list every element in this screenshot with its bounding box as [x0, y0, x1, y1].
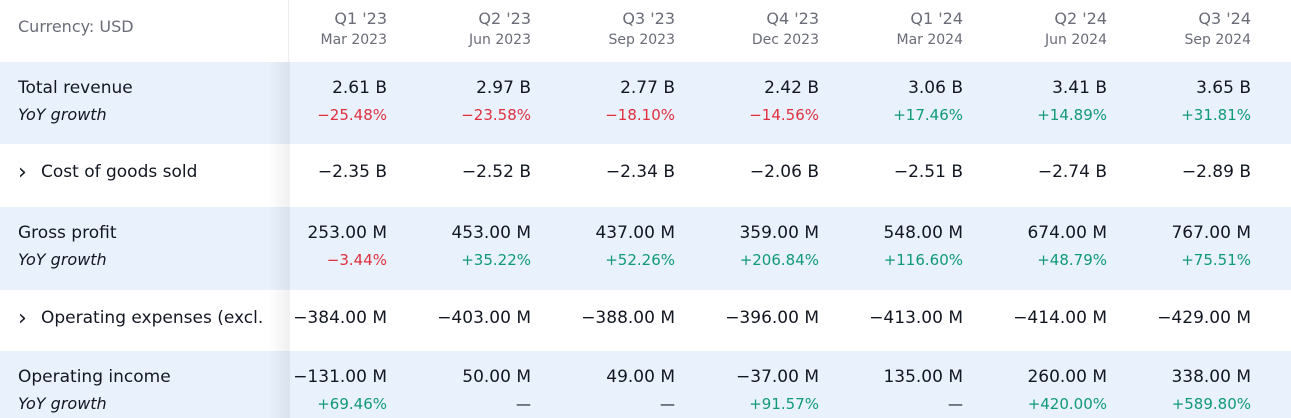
value-cell: 135.00 M: [883, 367, 963, 387]
value-cell: −2.35 B: [317, 162, 387, 182]
value-cell: −388.00 M: [581, 308, 675, 328]
value-cell: 767.00 M: [1171, 223, 1251, 243]
value-cell: −2.34 B: [605, 162, 675, 182]
period-header: Q3 '24 Sep 2024: [1131, 8, 1251, 50]
period-quarter: Q3 '23: [622, 9, 675, 28]
growth-label: YoY growth: [18, 105, 107, 124]
growth-label: YoY growth: [18, 394, 107, 413]
period-date: Mar 2023: [320, 32, 388, 48]
value-cell: 253.00 M: [307, 223, 387, 243]
period-date: Jun 2023: [469, 32, 531, 48]
table-row: Total revenue YoY growth 2.61 B 2.97 B 2.77 …: [0, 62, 1291, 144]
growth-cell: —: [948, 395, 963, 413]
value-cell: 3.06 B: [908, 78, 963, 98]
label-column-shadow: [268, 207, 290, 290]
value-cell: −414.00 M: [1013, 308, 1107, 328]
period-quarter: Q4 '23: [766, 9, 819, 28]
value-cell: −2.52 B: [461, 162, 531, 182]
growth-cell: —: [660, 395, 675, 413]
value-cell: −384.00 M: [293, 308, 387, 328]
value-cell: 3.65 B: [1196, 78, 1251, 98]
value-cell: −2.74 B: [1037, 162, 1107, 182]
value-cell: 260.00 M: [1027, 367, 1107, 387]
growth-cell: —: [516, 395, 531, 413]
period-date: Sep 2024: [1184, 32, 1251, 48]
period-header: Q2 '23 Jun 2023: [411, 8, 531, 50]
growth-cell: +75.51%: [1181, 251, 1251, 269]
period-header: Q1 '24 Mar 2024: [843, 8, 964, 50]
value-cell: 49.00 M: [606, 367, 675, 387]
value-cell: −2.51 B: [893, 162, 963, 182]
period-quarter: Q3 '24: [1198, 9, 1251, 28]
period-quarter: Q1 '24: [910, 9, 963, 28]
period-date: Sep 2023: [608, 32, 675, 48]
value-cell: 437.00 M: [595, 223, 675, 243]
value-cell: 453.00 M: [451, 223, 531, 243]
growth-cell: −3.44%: [326, 251, 387, 269]
value-cell: −429.00 M: [1157, 308, 1251, 328]
period-date: Jun 2024: [1045, 32, 1107, 48]
growth-cell: +206.84%: [739, 251, 819, 269]
growth-cell: +116.60%: [883, 251, 963, 269]
growth-label: YoY growth: [18, 250, 107, 269]
growth-cell: −23.58%: [461, 106, 531, 124]
currency-label: Currency: USD: [18, 17, 134, 36]
label-column-shadow: [268, 62, 290, 144]
period-date: Dec 2023: [751, 32, 819, 48]
chevron-right-icon[interactable]: ›: [18, 160, 27, 185]
growth-cell: +69.46%: [317, 395, 387, 413]
chevron-right-icon[interactable]: ›: [18, 306, 27, 331]
growth-cell: +35.22%: [461, 251, 531, 269]
value-cell: 2.97 B: [476, 78, 531, 98]
growth-cell: +31.81%: [1181, 106, 1251, 124]
period-quarter: Q2 '23: [478, 9, 531, 28]
value-cell: 2.42 B: [764, 78, 819, 98]
table-row: Operating income YoY growth −131.00 M 50.00…: [0, 351, 1291, 418]
row-label: Total revenue: [18, 78, 133, 98]
table-header: Currency: USD Q1 '23 Mar 2023 Q2 '23 Jun 20…: [0, 0, 1291, 62]
value-cell: 2.77 B: [620, 78, 675, 98]
period-quarter: Q2 '24: [1054, 9, 1107, 28]
growth-cell: +589.80%: [1171, 395, 1251, 413]
value-cell: 50.00 M: [462, 367, 531, 387]
table-row[interactable]: › Cost of goods sold −2.35 B −2.52 B −2.34 B…: [0, 144, 1291, 207]
value-cell: −2.06 B: [749, 162, 819, 182]
period-date: Mar 2024: [896, 32, 964, 48]
value-cell: 359.00 M: [739, 223, 819, 243]
value-cell: −37.00 M: [736, 367, 819, 387]
value-cell: −396.00 M: [725, 308, 819, 328]
value-cell: −2.89 B: [1181, 162, 1251, 182]
growth-cell: +91.57%: [749, 395, 819, 413]
growth-cell: −18.10%: [605, 106, 675, 124]
row-label: Operating income: [18, 367, 171, 387]
growth-cell: −25.48%: [317, 106, 387, 124]
value-cell: −413.00 M: [869, 308, 963, 328]
value-cell: 674.00 M: [1027, 223, 1107, 243]
growth-cell: +52.26%: [605, 251, 675, 269]
growth-cell: −14.56%: [749, 106, 819, 124]
value-cell: 548.00 M: [883, 223, 963, 243]
value-cell: 2.61 B: [332, 78, 387, 98]
row-label[interactable]: Operating expenses (excl.: [41, 308, 264, 328]
period-header: Q3 '23 Sep 2023: [555, 8, 675, 50]
growth-cell: +48.79%: [1037, 251, 1107, 269]
growth-cell: +17.46%: [893, 106, 963, 124]
row-label[interactable]: Cost of goods sold: [41, 162, 198, 182]
period-header: Q2 '24 Jun 2024: [987, 8, 1107, 50]
period-header: Q1 '23 Mar 2023: [267, 8, 388, 50]
value-cell: 338.00 M: [1171, 367, 1251, 387]
value-cell: −131.00 M: [293, 367, 387, 387]
header-divider: [288, 0, 289, 62]
row-label: Gross profit: [18, 223, 117, 243]
table-row[interactable]: › Operating expenses (excl. −384.00 M −403.…: [0, 290, 1291, 351]
growth-cell: +420.00%: [1027, 395, 1107, 413]
table-row: Gross profit YoY growth 253.00 M 453.00 M 43…: [0, 207, 1291, 290]
value-cell: 3.41 B: [1052, 78, 1107, 98]
period-header: Q4 '23 Dec 2023: [699, 8, 819, 50]
period-quarter: Q1 '23: [334, 9, 387, 28]
value-cell: −403.00 M: [437, 308, 531, 328]
growth-cell: +14.89%: [1037, 106, 1107, 124]
